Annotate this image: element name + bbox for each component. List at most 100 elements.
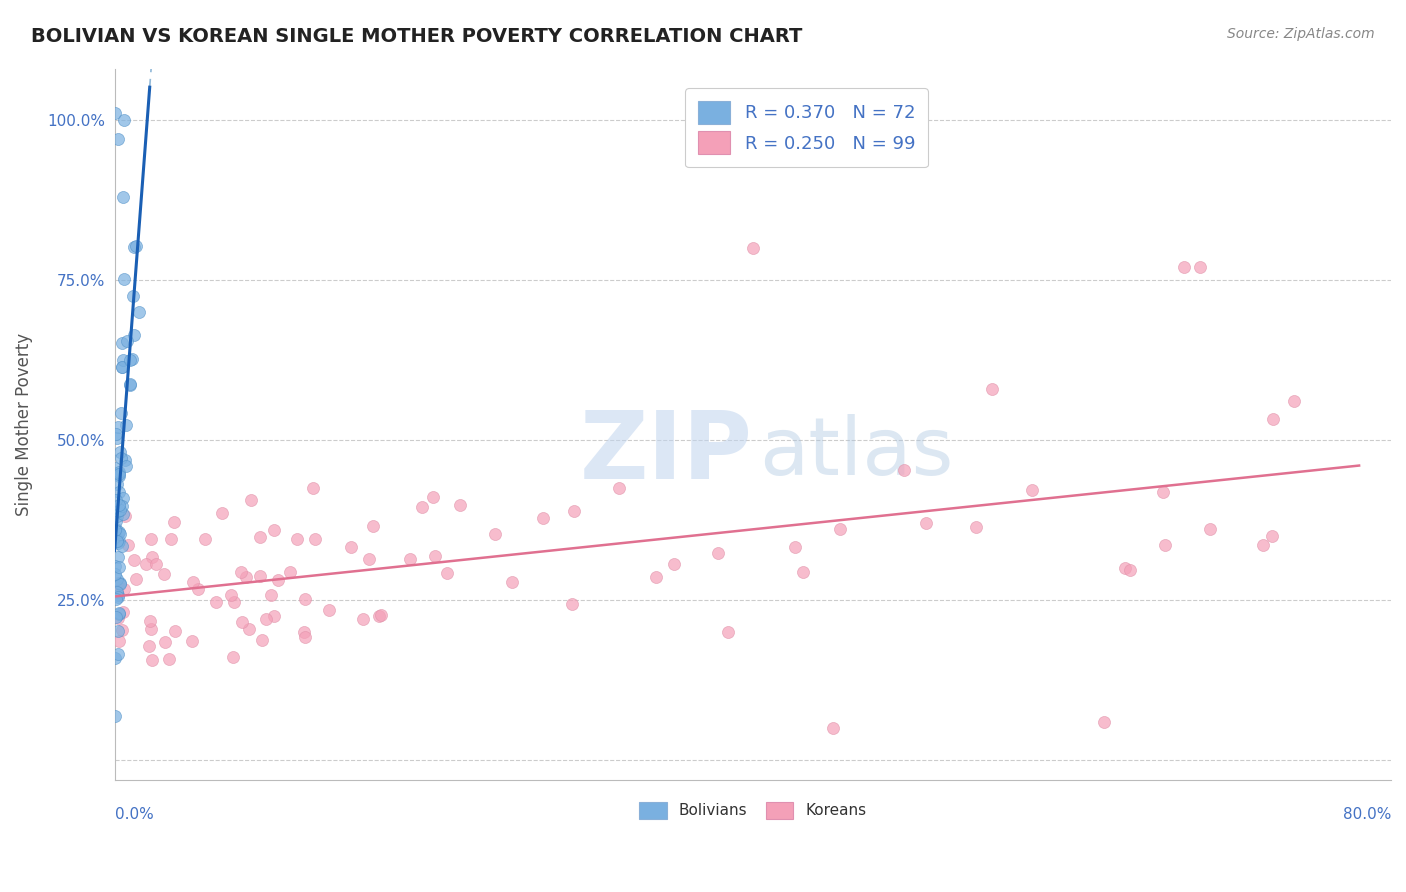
Point — [125, 239, 148, 253]
Point — [357, 552, 380, 566]
Point — [124, 573, 146, 587]
Point — [107, 579, 129, 593]
Point — [915, 516, 938, 530]
Point — [105, 522, 128, 536]
Point — [122, 239, 145, 253]
Point — [110, 502, 132, 516]
Point — [367, 609, 389, 624]
Point — [644, 570, 666, 584]
Point — [180, 633, 202, 648]
Point — [139, 622, 162, 636]
Point — [114, 508, 136, 523]
Point — [163, 515, 186, 529]
Point — [235, 570, 257, 584]
Point — [340, 540, 363, 554]
Point — [1261, 528, 1284, 542]
Point — [107, 498, 129, 512]
Point — [105, 572, 128, 586]
Point — [105, 476, 128, 491]
Point — [370, 607, 392, 622]
Point — [1119, 563, 1142, 577]
Point — [561, 598, 583, 612]
Point — [145, 558, 167, 572]
Point — [115, 334, 138, 348]
Point — [111, 360, 134, 375]
Point — [263, 523, 285, 537]
Point — [302, 481, 325, 495]
Point — [318, 603, 340, 617]
Point — [118, 377, 141, 392]
Point — [107, 647, 129, 661]
Point — [501, 574, 523, 589]
Point — [105, 431, 128, 445]
Point — [411, 500, 433, 515]
Point — [263, 609, 285, 624]
Text: 80.0%: 80.0% — [1343, 806, 1391, 822]
Point — [304, 532, 326, 546]
Point — [260, 588, 283, 602]
Point — [194, 532, 217, 546]
Point — [111, 189, 134, 203]
Point — [249, 569, 271, 583]
Point — [361, 518, 384, 533]
Point — [111, 336, 134, 351]
Point — [224, 594, 246, 608]
Point — [105, 534, 128, 549]
Point — [108, 577, 131, 591]
Point — [118, 352, 141, 367]
Point — [104, 106, 127, 120]
Point — [138, 639, 160, 653]
Point — [105, 509, 128, 524]
Point — [104, 524, 127, 538]
Point — [114, 453, 136, 467]
Point — [104, 709, 127, 723]
Point — [783, 540, 806, 554]
Point — [107, 634, 129, 648]
Point — [352, 612, 374, 626]
Point — [107, 524, 129, 539]
Point — [111, 507, 134, 521]
Point — [1092, 714, 1115, 729]
Point — [139, 614, 162, 628]
Point — [449, 498, 471, 512]
Point — [105, 515, 128, 529]
Point — [107, 525, 129, 540]
Point — [222, 650, 245, 665]
Point — [108, 607, 131, 621]
Point — [707, 546, 730, 560]
Point — [112, 112, 135, 127]
Point — [562, 504, 585, 518]
Point — [107, 419, 129, 434]
Point — [219, 588, 242, 602]
Point — [111, 360, 134, 375]
Point — [1261, 412, 1284, 426]
Point — [1114, 561, 1136, 575]
Point — [531, 510, 554, 524]
Point — [111, 539, 134, 553]
Point — [121, 351, 143, 366]
Point — [107, 504, 129, 518]
Point — [294, 591, 316, 606]
Point — [124, 328, 146, 343]
Point — [607, 482, 630, 496]
Point — [112, 272, 135, 286]
Point — [240, 492, 263, 507]
Point — [278, 565, 301, 579]
Point — [107, 484, 129, 499]
Point — [107, 536, 129, 550]
Point — [139, 532, 162, 546]
Point — [741, 241, 763, 255]
Point — [104, 566, 127, 581]
Point — [211, 506, 233, 520]
Point — [231, 615, 253, 629]
Point — [110, 406, 132, 420]
Point — [399, 552, 422, 566]
Point — [1199, 522, 1222, 536]
Point — [165, 624, 187, 638]
Point — [231, 565, 253, 579]
Point — [1154, 538, 1177, 552]
Point — [107, 611, 129, 625]
Point — [107, 588, 129, 602]
Point — [1152, 485, 1174, 500]
Point — [108, 467, 131, 482]
